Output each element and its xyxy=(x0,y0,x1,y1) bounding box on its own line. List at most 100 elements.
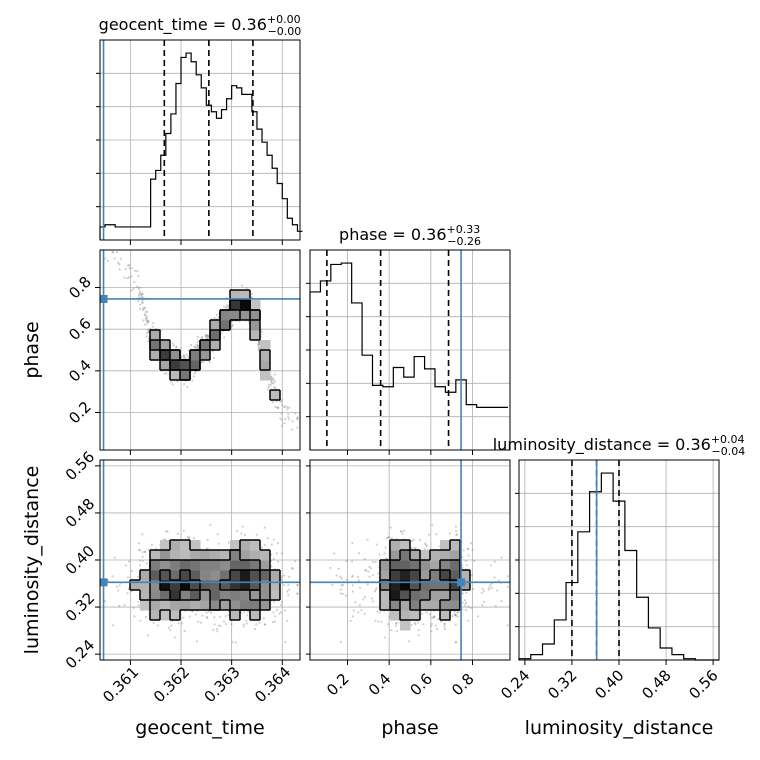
sample-point xyxy=(257,340,261,343)
sample-point xyxy=(443,622,446,625)
density-cell xyxy=(160,600,171,611)
sample-point xyxy=(371,573,374,577)
sample-point xyxy=(195,640,198,643)
sample-point xyxy=(128,264,131,267)
sample-point xyxy=(448,532,452,535)
density-cell xyxy=(450,600,461,611)
density-cell xyxy=(270,390,281,401)
sample-point xyxy=(260,330,263,334)
truth-marker xyxy=(99,294,108,303)
density-cell xyxy=(180,540,191,551)
sample-point xyxy=(434,624,437,627)
y-tick-label: 0.48 xyxy=(62,495,98,531)
density-cell xyxy=(220,600,231,611)
sample-point xyxy=(227,613,230,616)
sample-point xyxy=(213,623,216,626)
sample-point xyxy=(137,287,141,291)
sample-point xyxy=(200,336,203,339)
sample-point xyxy=(215,627,219,631)
sample-point xyxy=(217,542,220,545)
sample-point xyxy=(408,640,411,643)
sample-point xyxy=(367,570,370,573)
panel-frame xyxy=(99,459,301,661)
sample-point xyxy=(144,550,147,553)
density-cell xyxy=(240,580,251,591)
density-cell xyxy=(220,560,231,571)
sample-point xyxy=(288,406,291,409)
sample-point xyxy=(283,406,286,409)
density-cell xyxy=(150,570,161,581)
sample-point xyxy=(280,601,283,604)
sample-point xyxy=(351,584,354,587)
sample-point xyxy=(128,267,131,270)
sample-point xyxy=(294,412,297,415)
truth-marker xyxy=(99,578,108,587)
sample-point xyxy=(403,529,406,532)
sample-point xyxy=(199,621,203,624)
sample-point xyxy=(278,612,281,615)
density-cell xyxy=(250,320,261,331)
sample-point xyxy=(103,257,107,260)
sample-point xyxy=(138,307,142,310)
x-tick-label: 0.32 xyxy=(544,666,580,702)
sample-point xyxy=(235,530,239,533)
density-cell xyxy=(400,570,411,581)
y-tick-label: 0.24 xyxy=(62,636,98,672)
sample-point xyxy=(245,287,248,290)
sample-point xyxy=(400,530,403,533)
sample-point xyxy=(150,543,154,546)
sample-point xyxy=(217,624,221,627)
sample-point xyxy=(455,614,458,617)
panel-frame xyxy=(99,39,301,241)
title-luminosity_distance: luminosity_distance = 0.36+0.04 −0.04 xyxy=(493,433,746,458)
sample-point xyxy=(147,340,150,343)
sample-point xyxy=(258,348,261,351)
sample-point xyxy=(138,286,141,289)
density-cell xyxy=(260,340,271,351)
sample-point xyxy=(192,375,195,378)
sample-point xyxy=(151,325,154,328)
sample-point xyxy=(284,417,287,421)
sample-point xyxy=(205,615,208,618)
density-cell xyxy=(410,590,421,601)
density-cell xyxy=(160,550,171,561)
sample-point xyxy=(341,583,344,587)
sample-point xyxy=(463,599,467,602)
density-cell xyxy=(250,600,261,611)
x-tick-label: 0.6 xyxy=(406,670,436,700)
density-cell xyxy=(200,570,211,581)
sample-point xyxy=(255,533,258,536)
density-cell xyxy=(160,350,171,361)
sample-point xyxy=(145,315,148,318)
sample-point xyxy=(464,608,468,612)
sample-point xyxy=(163,372,166,375)
sample-point xyxy=(368,575,371,578)
sample-point xyxy=(280,418,284,421)
sample-point xyxy=(196,344,199,347)
sample-point xyxy=(130,569,133,573)
sample-point xyxy=(288,575,291,578)
sample-point xyxy=(283,405,287,408)
sample-point xyxy=(423,548,427,551)
density-cell xyxy=(250,330,261,341)
sample-point xyxy=(168,629,172,632)
sample-point xyxy=(280,552,283,555)
density-cell xyxy=(170,600,181,611)
density-cell xyxy=(190,360,201,371)
sample-point xyxy=(351,574,354,577)
sample-point xyxy=(220,332,223,335)
title-plus: +0.04 xyxy=(711,433,745,446)
density-cell xyxy=(200,590,211,601)
density-cell xyxy=(230,580,241,591)
sample-point xyxy=(123,276,126,279)
sample-point xyxy=(146,310,149,313)
density-cell xyxy=(230,300,241,311)
sample-point xyxy=(287,413,290,416)
sample-point xyxy=(144,615,147,619)
sample-point xyxy=(263,623,266,626)
sample-point xyxy=(130,275,133,278)
sample-point xyxy=(425,543,428,546)
density-cell xyxy=(150,330,161,341)
sample-point xyxy=(143,313,147,316)
sample-point xyxy=(133,615,136,618)
